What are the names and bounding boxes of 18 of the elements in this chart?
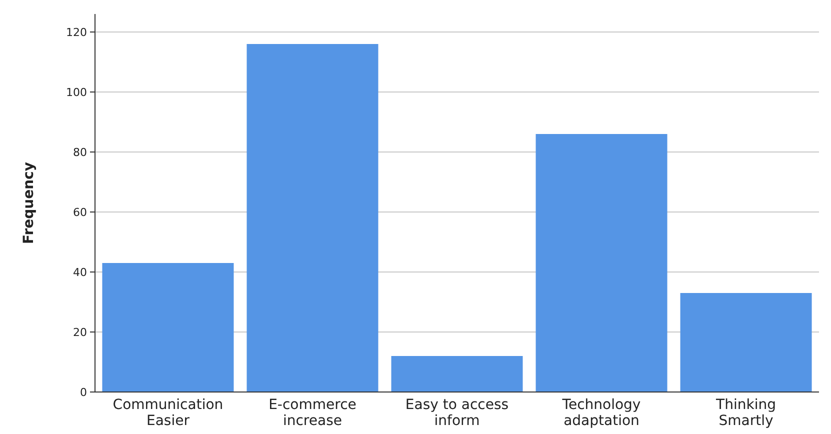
x-tick-label: E-commerce increase	[268, 397, 356, 429]
x-tick-label: Thinking Smartly	[715, 397, 776, 429]
bar	[102, 263, 234, 392]
y-tick-label: 20	[73, 326, 87, 339]
x-tick-label: Technology adaptation	[561, 397, 641, 429]
y-tick-label: 120	[66, 26, 87, 39]
y-tick-label: 60	[73, 206, 87, 219]
y-tick-label: 80	[73, 146, 87, 159]
bar	[391, 356, 523, 392]
y-tick-label: 40	[73, 266, 87, 279]
bar	[246, 44, 378, 392]
bar	[680, 293, 812, 392]
x-tick-label: Easy to access inform	[405, 397, 509, 429]
y-tick-label: 100	[66, 86, 87, 99]
bar	[536, 134, 668, 392]
y-tick-label: 0	[80, 386, 87, 399]
x-tick-label: Communication Easier	[112, 397, 224, 429]
y-axis-title: Frequency	[21, 162, 37, 244]
